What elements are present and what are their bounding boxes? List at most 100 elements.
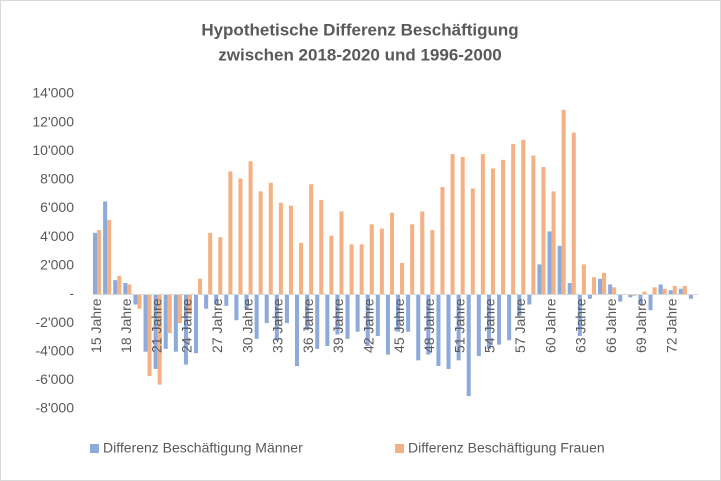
bar: [369, 224, 374, 295]
bar: [688, 294, 693, 299]
bar: [507, 294, 512, 341]
y-tick-label: 8'000: [40, 171, 74, 187]
bar: [638, 294, 643, 305]
y-tick-label: -4'000: [36, 342, 75, 358]
x-tick-label: 51 Jahre: [451, 298, 467, 353]
bar: [456, 294, 461, 361]
bar: [541, 167, 546, 295]
bar: [278, 202, 283, 295]
legend-label: Differenz Beschäftigung Männer: [103, 440, 303, 456]
x-tick-label: 54 Jahre: [482, 298, 498, 353]
bar: [214, 294, 219, 305]
bar: [460, 157, 465, 295]
bar: [284, 294, 289, 324]
bar: [476, 294, 481, 357]
bar: [618, 294, 623, 302]
bar: [127, 284, 132, 295]
bar: [581, 264, 586, 295]
x-tick-label: 15 Jahre: [88, 298, 104, 353]
x-tick-label: 66 Jahre: [603, 298, 619, 353]
bar: [305, 294, 310, 331]
bar: [682, 285, 687, 295]
bar: [234, 294, 239, 321]
bar: [497, 294, 502, 345]
bar: [446, 294, 451, 369]
bar: [208, 232, 213, 295]
bar: [198, 278, 203, 295]
bar: [389, 212, 394, 295]
legend-swatch: [395, 444, 404, 453]
bar: [137, 294, 142, 309]
bar: [299, 242, 304, 295]
bar: [668, 290, 673, 295]
x-tick-label: 42 Jahre: [360, 298, 376, 353]
bar: [355, 294, 360, 332]
bar: [628, 294, 633, 298]
bar: [652, 287, 657, 295]
bar: [608, 284, 613, 295]
bar: [264, 294, 269, 324]
bar: [466, 294, 471, 397]
bar: [517, 294, 522, 316]
bar: [648, 294, 653, 311]
bar: [591, 277, 596, 295]
bar: [571, 132, 576, 295]
bar: [147, 294, 152, 377]
x-tick-label: 39 Jahre: [330, 298, 346, 353]
bar: [440, 187, 445, 295]
bar: [598, 278, 603, 295]
bar: [345, 294, 350, 339]
bar: [416, 294, 421, 361]
bar: [254, 294, 259, 339]
bar: [587, 294, 592, 299]
bar: [426, 294, 431, 355]
bar: [123, 283, 128, 295]
bar: [177, 294, 182, 324]
x-tick-label: 63 Jahre: [573, 298, 589, 353]
bar: [359, 244, 364, 295]
bar: [187, 294, 192, 315]
bar: [400, 262, 405, 295]
bar: [406, 294, 411, 332]
y-tick-label: -8'000: [36, 400, 75, 416]
bar: [557, 245, 562, 295]
bar: [547, 231, 552, 295]
y-tick-label: 14'000: [32, 85, 74, 101]
x-tick-label: 18 Jahre: [118, 298, 134, 353]
bar: [501, 159, 506, 295]
bar: [470, 188, 475, 295]
bar: [672, 285, 677, 295]
bar: [194, 294, 199, 354]
x-tick-label: 30 Jahre: [239, 298, 255, 353]
y-tick-label: -6'000: [36, 371, 75, 387]
bar: [531, 155, 536, 295]
bar: [396, 294, 401, 332]
x-tick-label: 33 Jahre: [270, 298, 286, 353]
x-tick-label: 24 Jahre: [179, 298, 195, 353]
bar: [385, 294, 390, 355]
bar: [103, 201, 108, 295]
chart-title: zwischen 2018-2020 und 1996-2000: [218, 45, 502, 64]
y-tick-label: 12'000: [32, 113, 74, 129]
legend-label: Differenz Beschäftigung Frauen: [408, 440, 605, 456]
bar: [274, 294, 279, 341]
bar: [173, 294, 178, 352]
bar: [527, 294, 532, 305]
x-tick-label: 21 Jahre: [148, 298, 164, 353]
bar: [430, 230, 435, 295]
bar: [228, 171, 233, 295]
bar: [450, 154, 455, 295]
bar: [486, 294, 491, 349]
bar: [244, 294, 249, 309]
x-tick-label: 57 Jahre: [512, 298, 528, 353]
bar: [329, 235, 334, 295]
bar: [375, 294, 380, 336]
bar: [658, 284, 663, 295]
y-tick-label: -: [69, 285, 74, 301]
bar: [319, 199, 324, 295]
bar: [551, 191, 556, 295]
bar: [537, 264, 542, 295]
bar: [157, 294, 162, 385]
bar: [183, 294, 188, 365]
